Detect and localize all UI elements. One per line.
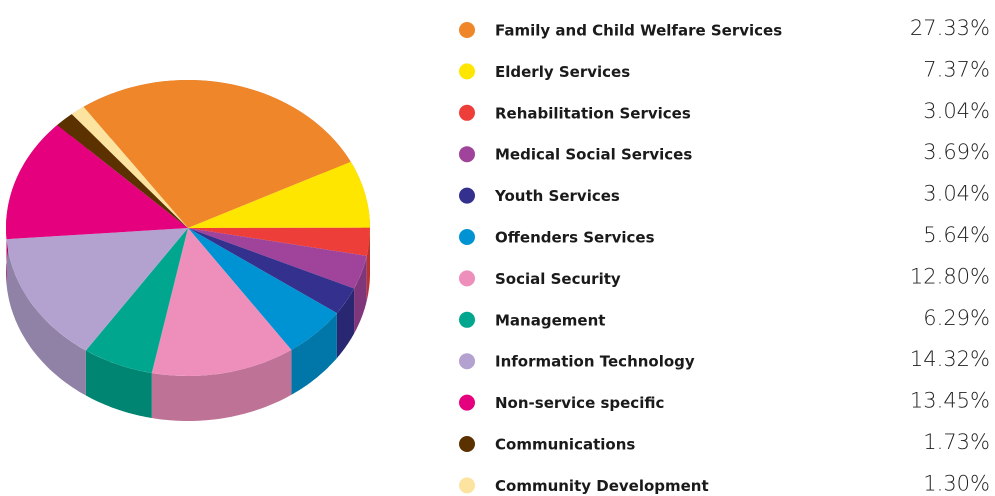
slice-side: [291, 313, 337, 395]
legend-label: Offenders Services: [495, 229, 655, 247]
slice: [71, 106, 188, 228]
legend-swatch: [459, 104, 475, 121]
slice-side: [366, 227, 370, 301]
legend-swatch: [459, 353, 475, 370]
slice-side: [151, 349, 292, 421]
legend-label: Family and Child Welfare Services: [495, 22, 782, 40]
legend-label: Non-service specific: [495, 394, 664, 412]
value-label: 27.33%: [910, 16, 990, 40]
legend-label: Information Technology: [495, 353, 695, 371]
legend-label: Communications: [495, 436, 635, 454]
slice: [188, 227, 370, 256]
value-label: 7.37%: [923, 57, 990, 81]
slice-side: [354, 255, 367, 334]
legend-swatch: [459, 63, 475, 80]
slice-side: [6, 239, 86, 396]
legend-label: Management: [495, 311, 605, 329]
slice: [57, 114, 189, 228]
slice: [6, 125, 189, 240]
value-label: 13.45%: [910, 389, 990, 413]
legend-label: Community Development: [495, 477, 709, 495]
legend-swatch: [459, 270, 475, 287]
value-label: 5.64%: [923, 223, 990, 247]
slice: [83, 80, 351, 228]
value-label: 6.29%: [923, 306, 990, 330]
legend-label: Social Security: [495, 270, 621, 288]
value-label: 12.80%: [910, 264, 990, 288]
legend-label: Youth Services: [494, 187, 620, 205]
slice: [188, 228, 367, 289]
value-label: 3.69%: [923, 140, 990, 164]
slice-side: [85, 350, 152, 418]
value-label: 3.04%: [923, 182, 990, 206]
slice: [6, 228, 188, 351]
legend-swatch: [459, 187, 475, 204]
value-label: 1.30%: [923, 471, 990, 495]
value-label: 3.04%: [923, 99, 990, 123]
slice: [188, 161, 370, 228]
legend-label: Rehabilitation Services: [495, 104, 691, 122]
value-label: 14.32%: [910, 347, 990, 371]
slice: [188, 228, 337, 350]
legend-swatch: [459, 146, 475, 163]
legend-swatch: [459, 22, 475, 38]
legend-swatch: [459, 477, 475, 494]
value-label: 1.73%: [923, 430, 990, 454]
slice: [85, 228, 188, 374]
legend-label: Medical Social Services: [495, 146, 692, 164]
legend-swatch: [459, 311, 475, 328]
slice: [188, 228, 355, 314]
legend-swatch: [459, 229, 475, 245]
legend-swatch: [459, 394, 475, 411]
legend-swatch: [459, 436, 475, 452]
legend-label: Elderly Services: [495, 63, 630, 81]
slice: [151, 228, 292, 376]
slice-side: [336, 288, 355, 359]
